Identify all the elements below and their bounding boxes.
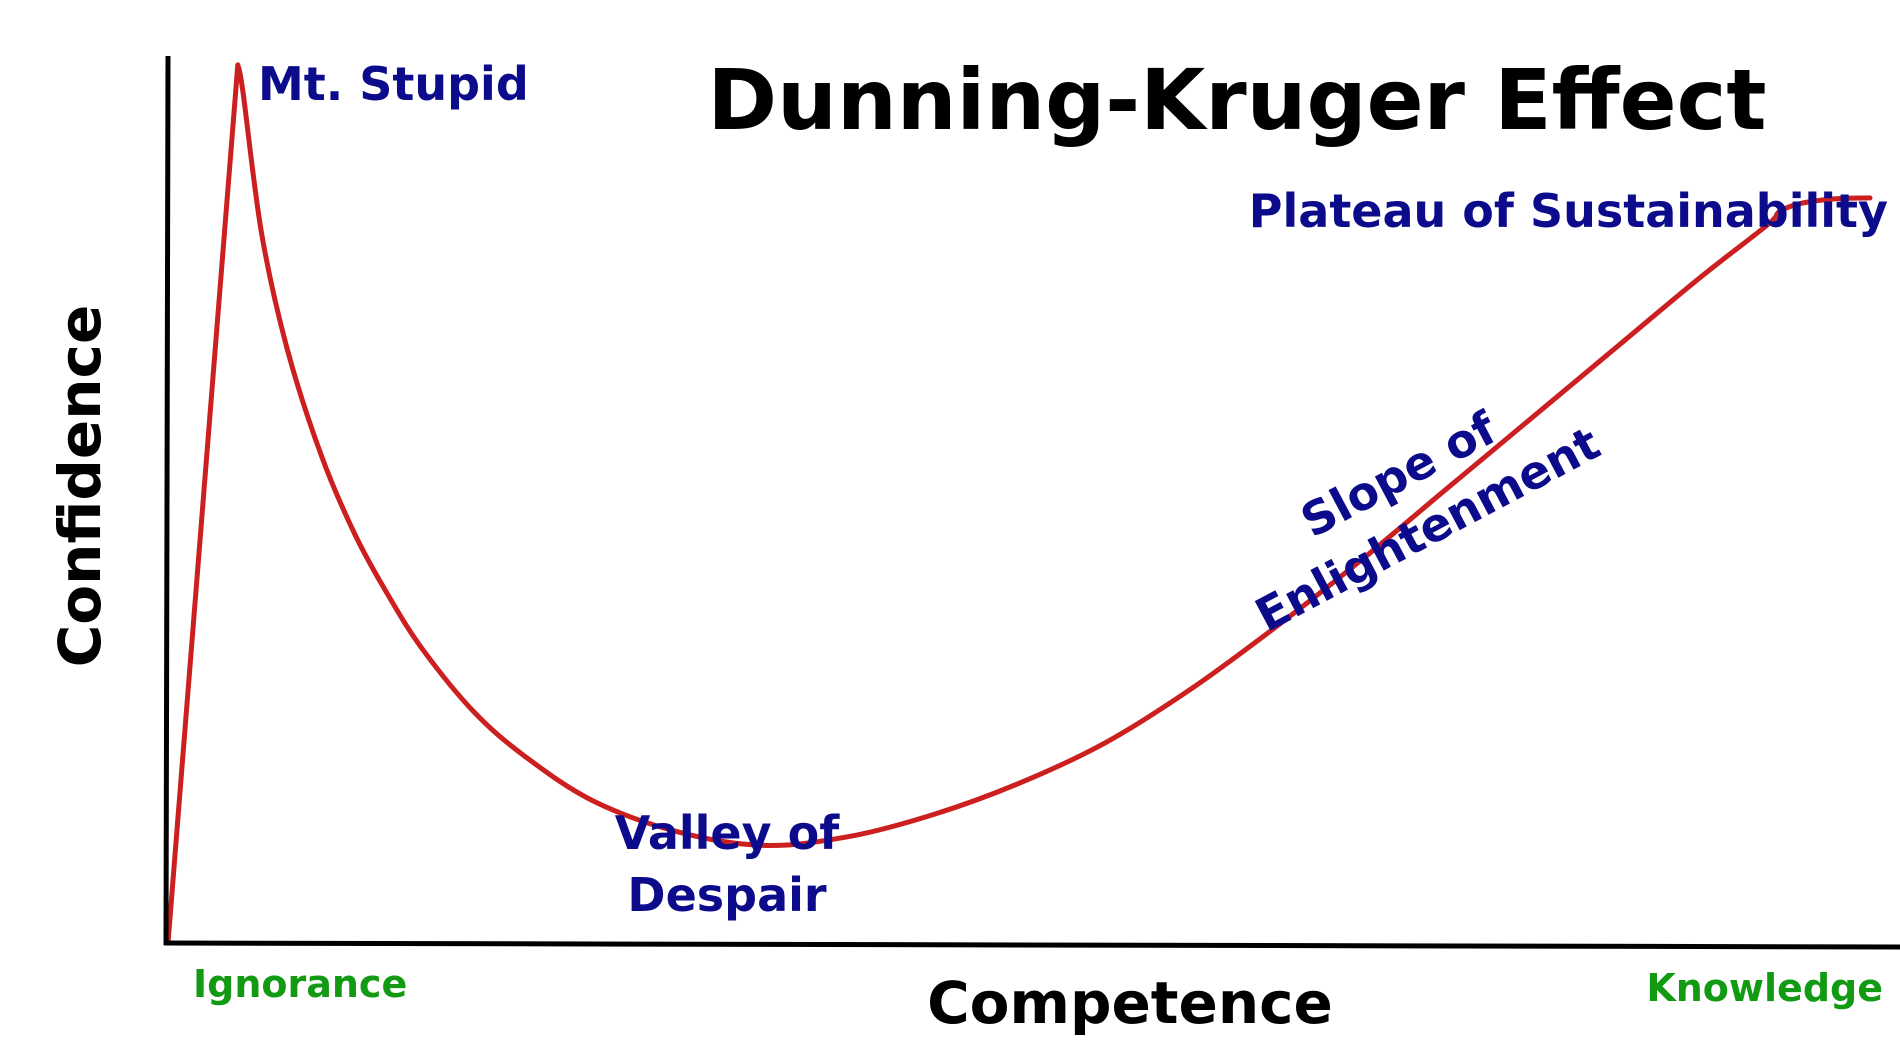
annotation-valley-line-1: Valley of bbox=[615, 806, 840, 860]
chart-title: Dunning-Kruger Effect bbox=[707, 51, 1766, 149]
confidence-curve bbox=[165, 62, 1873, 946]
y-axis-label: Confidence bbox=[46, 305, 114, 668]
x-axis bbox=[163, 940, 1900, 950]
annotation-mt-stupid: Mt. Stupid bbox=[258, 57, 529, 111]
annotation-plateau: Plateau of Sustainability bbox=[1249, 184, 1888, 238]
x-tick-label-ignorance: Ignorance bbox=[193, 962, 407, 1006]
x-tick-label-knowledge: Knowledge bbox=[1646, 966, 1883, 1010]
annotation-valley-line-2: Despair bbox=[627, 868, 826, 922]
x-axis-label: Competence bbox=[927, 969, 1333, 1037]
y-axis bbox=[163, 55, 171, 946]
